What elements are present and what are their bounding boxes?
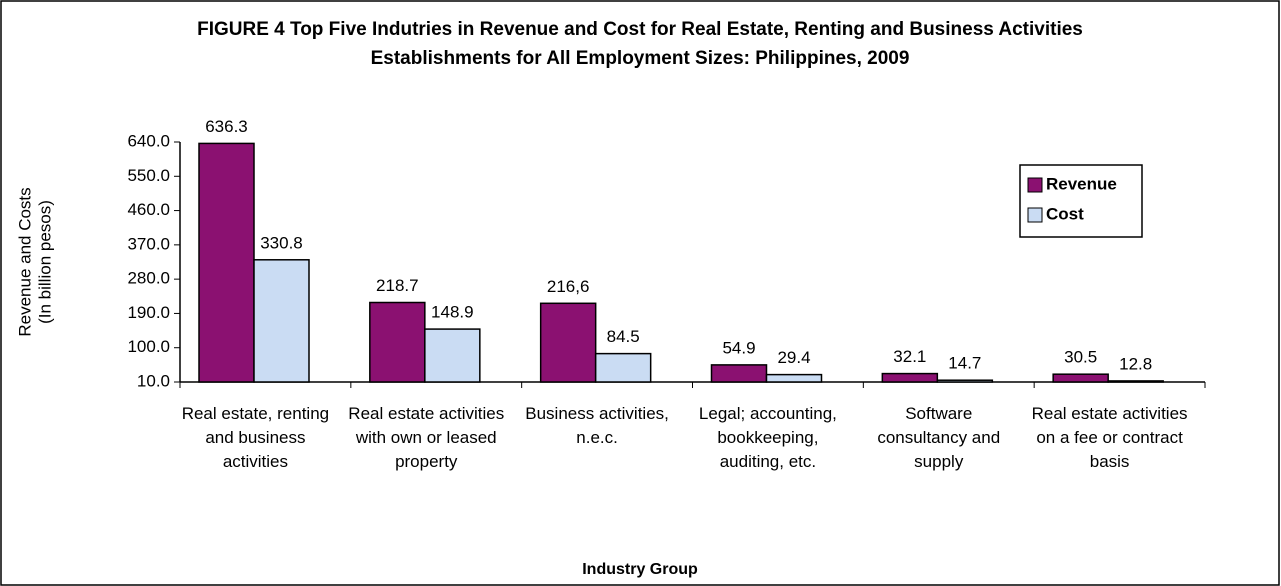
bar (765, 373, 823, 383)
bar (424, 328, 481, 383)
bar (594, 352, 652, 383)
bar (1052, 373, 1109, 383)
x-axis-label: Industry Group (582, 561, 698, 578)
y-tick-label: 100.0 (127, 337, 170, 356)
legend-swatch (1027, 177, 1043, 193)
value-label: 330.8 (260, 233, 303, 252)
legend-box (1019, 164, 1143, 238)
legend-swatch (1027, 207, 1043, 223)
value-label: 29.4 (777, 348, 810, 367)
bar (198, 142, 255, 383)
bar (253, 259, 310, 383)
x-tick-label: Software consultancy and supply (877, 404, 1001, 471)
value-label: 216,6 (547, 277, 590, 296)
x-tick-label: Real estate, renting and business activi… (181, 404, 330, 471)
y-axis-label: (In billion pesos) (35, 200, 54, 324)
value-label: 636.3 (205, 117, 248, 136)
y-tick-label: 370.0 (127, 234, 170, 253)
legend-label: Revenue (1046, 174, 1117, 193)
x-tick-label: Business activities, n.e.c. (525, 404, 669, 447)
y-tick-label: 190.0 (127, 303, 170, 322)
value-label: 54.9 (722, 338, 755, 357)
y-tick-label: 460.0 (127, 200, 170, 219)
bar (936, 379, 994, 383)
bar (1107, 380, 1164, 383)
bar (881, 372, 939, 383)
bar (369, 301, 426, 383)
bar (539, 302, 597, 383)
y-axis-label: Revenue and Costs (15, 187, 34, 336)
value-label: 218.7 (376, 276, 419, 295)
y-tick-label: 640.0 (127, 131, 170, 150)
value-label: 148.9 (431, 303, 474, 322)
value-label: 32.1 (893, 347, 926, 366)
value-label: 12.8 (1119, 354, 1152, 373)
x-tick-label: Legal; accounting, bookkeeping, auditing… (698, 404, 837, 471)
value-label: 30.5 (1064, 348, 1097, 367)
x-tick-label: Real estate activities on a fee or contr… (1031, 404, 1188, 471)
value-label: 14.7 (948, 354, 981, 373)
x-tick-label: Real estate activities with own or lease… (348, 404, 505, 471)
y-tick-label: 10.0 (137, 371, 170, 390)
y-tick-label: 550.0 (127, 166, 170, 185)
chart-subtitle: Establishments for All Employment Sizes:… (371, 48, 910, 69)
value-label: 84.5 (607, 327, 640, 346)
legend-label: Cost (1046, 204, 1084, 223)
y-tick-label: 280.0 (127, 269, 170, 288)
bar (710, 364, 768, 383)
chart-title: FIGURE 4 Top Five Indutries in Revenue a… (197, 19, 1083, 40)
